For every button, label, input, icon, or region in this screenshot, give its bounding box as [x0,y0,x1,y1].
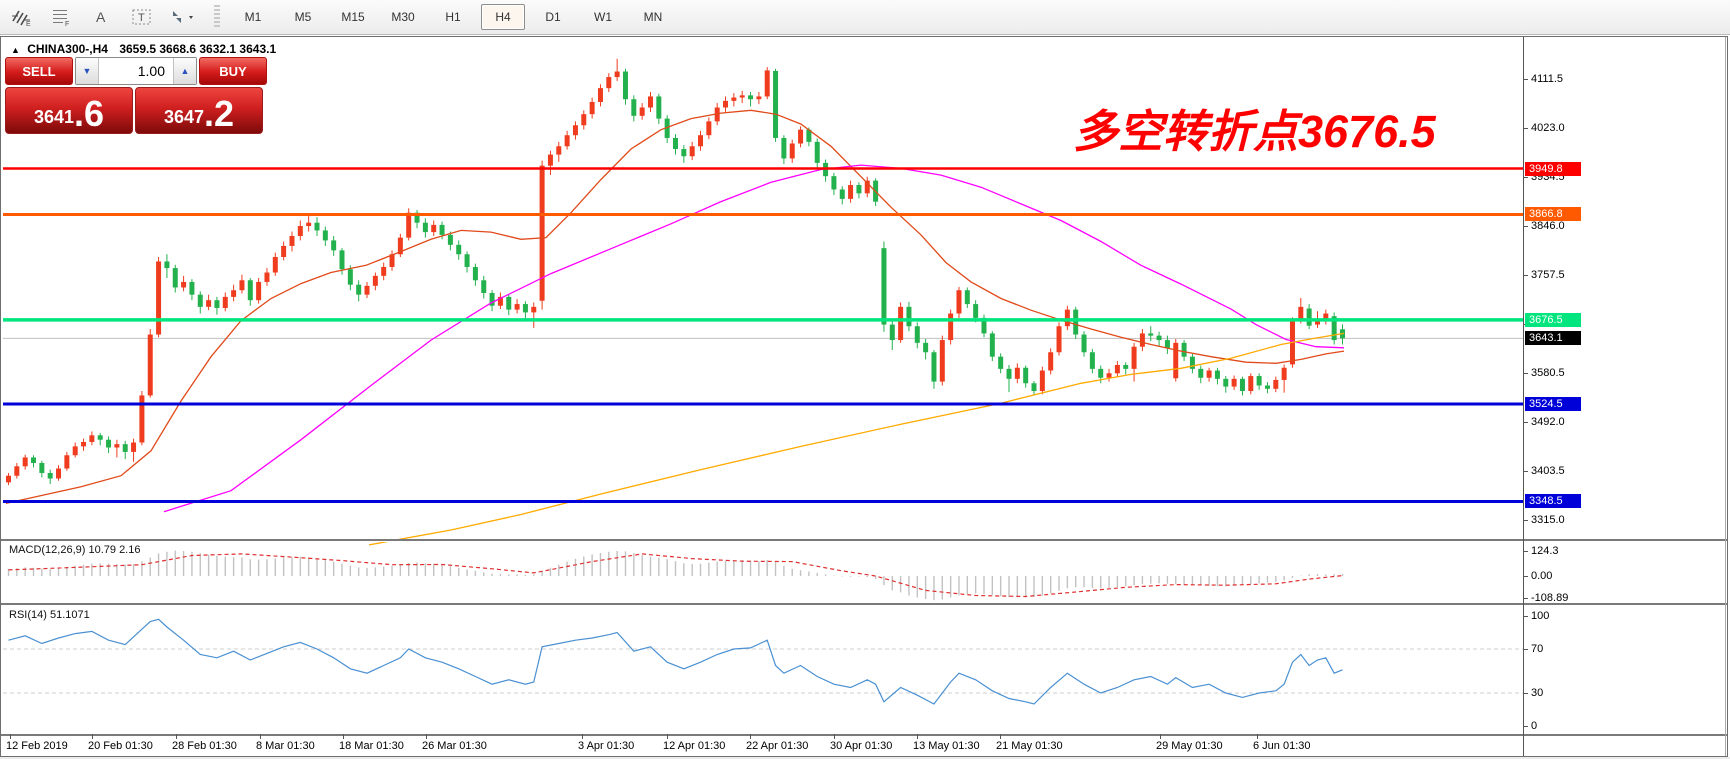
price-tick-label: 3403.5 [1531,465,1565,477]
rsi-label: RSI(14) 51.1071 [9,609,90,621]
price-tick-label: -108.89 [1531,592,1569,604]
price-tick-label: 4023.0 [1531,122,1565,134]
timeframe-button-h4[interactable]: H4 [481,4,525,30]
sell-button[interactable]: SELL [5,57,73,85]
price-tick-label: 70 [1531,643,1544,655]
timeframe-button-h1[interactable]: H1 [445,10,461,24]
price-level-badge: 3866.8 [1525,207,1581,221]
annotation-text: 多空转折点3676.5 [1073,106,1436,157]
chart-window[interactable]: ▲ CHINA300-,H4 3659.5 3668.6 3632.1 3643… [0,36,1728,757]
arrange-windows-icon[interactable] [164,2,200,32]
price-level-badge: 3949.8 [1525,162,1581,176]
time-tick-label: 20 Feb 01:30 [88,740,153,752]
time-tick-label: 26 Mar 01:30 [422,740,487,752]
svg-text:T: T [138,12,145,24]
buy-price-dec: .2 [204,93,235,135]
time-tick-label: 6 Jun 01:30 [1253,740,1311,752]
time-tick-label: 3 Apr 01:30 [578,740,635,752]
panel-separator [1,734,1727,737]
chart-title: ▲ CHINA300-,H4 3659.5 3668.6 3632.1 3643… [11,42,276,56]
price-tick-label: 3757.5 [1531,269,1565,281]
price-level-badge: 3643.1 [1525,331,1581,345]
volume-input[interactable]: 1.00 [137,63,165,79]
time-tick-label: 18 Mar 01:30 [339,740,404,752]
price-tick-label: 0 [1531,720,1538,732]
price-tick-label: 124.3 [1531,545,1559,557]
svg-text:E: E [26,21,31,27]
price-tick-label: 3846.0 [1531,220,1565,232]
time-tick-label: 21 May 01:30 [996,740,1063,752]
timeframe-buttons: M1 M5 M15 M30 H1 H4 D1 W1 MN [228,4,678,30]
buy-price-int: 3647 [163,107,204,127]
price-tick-label: 3315.0 [1531,514,1565,526]
indicator-list-icon[interactable]: E [4,2,40,32]
collapse-triangle-icon[interactable]: ▲ [11,45,20,55]
toolbar-grip[interactable] [214,5,220,29]
timeframe-button-m5[interactable]: M5 [294,10,312,24]
time-tick-label: 28 Feb 01:30 [172,740,237,752]
price-tick-label: 4111.5 [1531,73,1564,85]
time-tick-label: 12 Feb 2019 [6,740,68,752]
time-tick-label: 12 Apr 01:30 [663,740,726,752]
timeframe-button-d1[interactable]: D1 [545,10,561,24]
timeframe-button-mn[interactable]: MN [643,10,663,24]
toolbar: E F A T M1 M5 M15 M30 H1 H4 D1 W1 MN [0,0,1730,35]
status-strip [0,757,1730,759]
sell-price-int: 3641 [33,107,74,127]
symbol-label: CHINA300-,H4 [27,42,108,56]
volume-decrease-button[interactable]: ▼ [76,58,99,84]
price-level-badge: 3676.5 [1525,313,1581,327]
sell-price-panel[interactable]: 3641 .6 [5,87,133,134]
price-tick-label: 3492.0 [1531,416,1565,428]
price-tick-label: 0.00 [1531,570,1553,582]
ohlc-values: 3659.5 3668.6 3632.1 3643.1 [119,42,277,56]
time-tick-label: 8 Mar 01:30 [256,740,315,752]
panel-separator[interactable] [1,539,1727,542]
volume-box: ▼ 1.00 ▲ [75,57,197,85]
svg-text:F: F [65,21,69,27]
volume-increase-button[interactable]: ▲ [173,58,196,84]
price-tick-label: 30 [1531,687,1544,699]
text-box-icon[interactable]: T [124,2,160,32]
one-click-trade-panel: SELL ▼ 1.00 ▲ BUY 3641 .6 3647 .2 [5,57,267,134]
candlestick-chart [3,58,1523,705]
time-tick-label: 29 May 01:30 [1156,740,1223,752]
timeframe-button-w1[interactable]: W1 [594,10,612,24]
window-right-edge [1725,37,1726,756]
panel-separator[interactable] [1,603,1727,606]
macd-label: MACD(12,26,9) 10.79 2.16 [9,544,141,556]
timeframe-button-m15[interactable]: M15 [341,10,365,24]
time-tick-label: 13 May 01:30 [913,740,980,752]
timeframe-button-m30[interactable]: M30 [391,10,415,24]
buy-button[interactable]: BUY [199,57,267,85]
time-tick-label: 22 Apr 01:30 [746,740,809,752]
time-tick-label: 30 Apr 01:30 [830,740,893,752]
buy-price-panel[interactable]: 3647 .2 [135,87,263,134]
price-level-badge: 3524.5 [1525,397,1581,411]
price-axis-border [1523,37,1524,756]
sell-price-dec: .6 [74,93,105,135]
price-tick-label: 3580.5 [1531,367,1565,379]
svg-text:A: A [96,9,106,25]
text-label-icon[interactable]: A [84,2,120,32]
price-tick-label: 100 [1531,610,1550,622]
grid-icon[interactable]: F [44,2,80,32]
price-level-badge: 3348.5 [1525,494,1581,508]
timeframe-button-m1[interactable]: M1 [244,10,262,24]
